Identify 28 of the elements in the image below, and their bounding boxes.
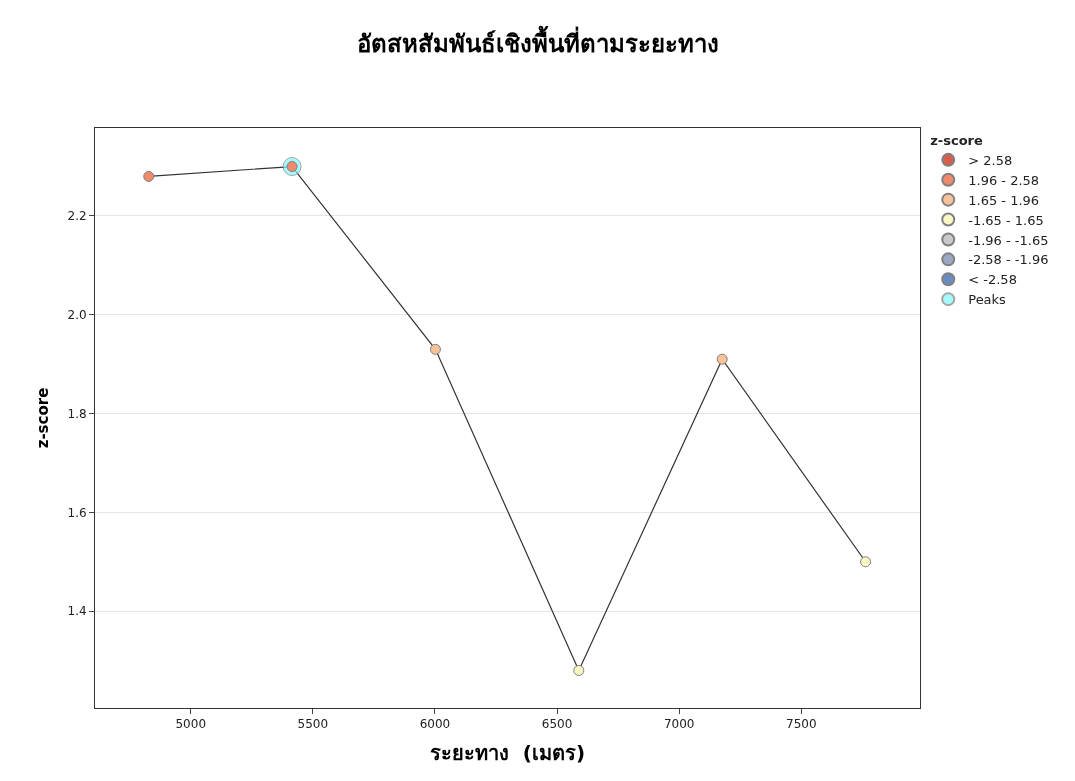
legend-label: -2.58 - -1.96 — [968, 252, 1049, 268]
y-tick-label: 1.8 — [67, 406, 87, 421]
point — [429, 343, 441, 355]
legend-label: 1.65 - 1.96 — [968, 192, 1040, 208]
legend-label: < -2.58 — [968, 272, 1017, 288]
x-tick-label: 7500 — [786, 717, 817, 732]
x-tick-label: 5000 — [175, 717, 207, 732]
point — [860, 556, 872, 568]
legend-label: 1.96 - 2.58 — [968, 172, 1040, 188]
y-tick-label: 1.6 — [67, 505, 87, 520]
x-tick-label: 6000 — [419, 717, 451, 732]
legend-label: Peaks — [968, 292, 1007, 308]
point — [573, 664, 585, 676]
chart-title: อัตสหสัมพันธ์เชิงพื้นที่ตามระยะทาง — [356, 24, 719, 58]
point — [143, 170, 155, 182]
x-tick-label: 5500 — [297, 717, 329, 732]
y-tick-label: 1.4 — [67, 604, 87, 619]
legend-title: z-score — [930, 132, 983, 148]
legend-label: -1.96 - -1.65 — [968, 232, 1049, 248]
y-axis-title: z-score — [33, 387, 52, 449]
x-axis-title: ระยะทาง (เมตร) — [429, 740, 586, 765]
y-tick-label: 2.0 — [67, 307, 87, 322]
x-tick-label: 7000 — [663, 717, 695, 732]
y-tick-label: 2.2 — [67, 209, 87, 224]
point — [716, 353, 728, 365]
legend-label: > 2.58 — [968, 152, 1013, 168]
x-tick-label: 6500 — [541, 717, 573, 732]
legend-label: -1.65 - 1.65 — [968, 212, 1044, 228]
